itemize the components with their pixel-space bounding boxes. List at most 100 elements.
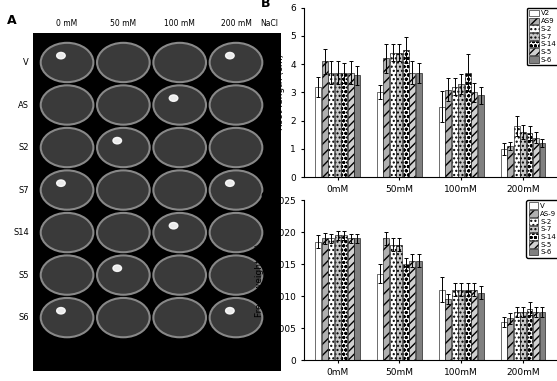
Circle shape xyxy=(211,44,261,81)
Circle shape xyxy=(155,299,205,336)
Bar xyxy=(335,73,340,177)
Bar xyxy=(439,290,444,360)
Text: S6: S6 xyxy=(18,313,29,322)
Circle shape xyxy=(211,214,261,251)
Circle shape xyxy=(155,86,205,124)
Circle shape xyxy=(98,256,149,294)
Bar xyxy=(452,87,458,177)
Bar xyxy=(471,290,477,360)
Bar xyxy=(348,239,354,360)
Bar xyxy=(397,245,402,360)
Bar xyxy=(507,146,513,177)
Circle shape xyxy=(42,171,92,209)
Circle shape xyxy=(155,171,205,209)
Bar xyxy=(520,312,526,360)
Bar xyxy=(445,90,451,177)
Text: V: V xyxy=(23,58,29,67)
Bar xyxy=(315,87,321,177)
Circle shape xyxy=(211,299,261,336)
Circle shape xyxy=(57,307,65,314)
Bar xyxy=(501,149,506,177)
Text: B: B xyxy=(261,0,270,10)
Bar xyxy=(328,239,334,360)
Circle shape xyxy=(98,171,149,209)
Bar xyxy=(383,58,389,177)
Circle shape xyxy=(226,307,234,314)
Circle shape xyxy=(169,95,178,101)
Bar xyxy=(514,126,520,177)
Bar xyxy=(452,290,458,360)
Bar xyxy=(471,92,477,177)
Bar xyxy=(465,73,471,177)
Bar xyxy=(409,261,416,360)
Bar xyxy=(540,312,545,360)
Y-axis label: Fresh weight (g): Fresh weight (g) xyxy=(256,243,265,317)
Bar xyxy=(501,322,506,360)
Circle shape xyxy=(155,256,205,294)
Text: 50 mM: 50 mM xyxy=(110,19,136,28)
Bar xyxy=(335,235,340,360)
Bar xyxy=(507,319,513,360)
Circle shape xyxy=(169,223,178,229)
Text: 100 mM: 100 mM xyxy=(164,19,195,28)
Bar xyxy=(383,239,389,360)
Text: A: A xyxy=(7,14,17,27)
Bar xyxy=(478,95,483,177)
Bar xyxy=(390,245,396,360)
Circle shape xyxy=(211,171,261,209)
Circle shape xyxy=(42,256,92,294)
Bar xyxy=(354,75,360,177)
Bar xyxy=(526,309,532,360)
Circle shape xyxy=(226,180,234,186)
Circle shape xyxy=(155,214,205,251)
Bar xyxy=(465,290,471,360)
Circle shape xyxy=(98,86,149,124)
Text: 0 mM: 0 mM xyxy=(56,19,77,28)
Text: S5: S5 xyxy=(18,271,29,280)
Circle shape xyxy=(226,53,234,59)
Bar xyxy=(397,53,402,177)
Circle shape xyxy=(57,180,65,186)
Bar xyxy=(341,235,347,360)
Legend: V2, AS9, S-2, S-7, S-14, S-5, S-6: V2, AS9, S-2, S-7, S-14, S-5, S-6 xyxy=(527,8,557,65)
Bar xyxy=(416,73,422,177)
Circle shape xyxy=(42,86,92,124)
Bar xyxy=(526,133,532,177)
Bar xyxy=(540,143,545,177)
Text: NaCl: NaCl xyxy=(261,19,278,28)
Bar xyxy=(445,299,451,360)
Bar xyxy=(403,50,409,177)
Bar xyxy=(315,242,321,360)
Bar xyxy=(439,107,444,177)
Circle shape xyxy=(42,129,92,166)
Circle shape xyxy=(113,265,121,271)
Bar xyxy=(514,312,520,360)
Circle shape xyxy=(42,214,92,251)
Bar xyxy=(409,73,416,177)
Circle shape xyxy=(155,129,205,166)
Circle shape xyxy=(211,86,261,124)
Bar xyxy=(478,293,483,360)
Circle shape xyxy=(113,138,121,144)
Bar xyxy=(533,138,539,177)
Bar xyxy=(348,73,354,177)
Bar xyxy=(321,61,328,177)
Text: 200 mM: 200 mM xyxy=(221,19,251,28)
Bar xyxy=(377,92,383,177)
Circle shape xyxy=(57,53,65,59)
Bar xyxy=(403,264,409,360)
Bar xyxy=(390,53,396,177)
Bar xyxy=(328,73,334,177)
Circle shape xyxy=(98,129,149,166)
Circle shape xyxy=(211,129,261,166)
Circle shape xyxy=(211,256,261,294)
Bar xyxy=(458,290,464,360)
Text: S2: S2 xyxy=(18,143,29,152)
Text: S7: S7 xyxy=(18,186,29,195)
Text: C: C xyxy=(261,190,270,203)
Bar xyxy=(416,261,422,360)
Circle shape xyxy=(42,44,92,81)
Circle shape xyxy=(42,299,92,336)
Circle shape xyxy=(98,44,149,81)
Circle shape xyxy=(155,44,205,81)
